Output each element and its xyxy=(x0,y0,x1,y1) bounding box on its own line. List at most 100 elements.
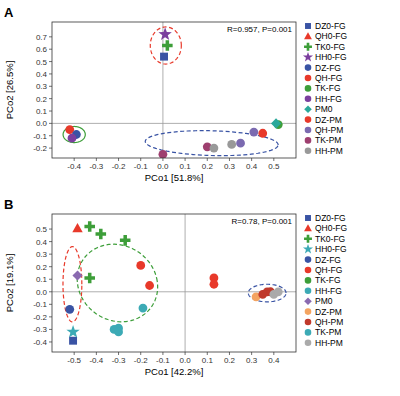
y-tick xyxy=(49,279,52,280)
legend-marker xyxy=(305,95,312,102)
y-tick-label: 0.0 xyxy=(36,119,48,128)
legend-marker xyxy=(304,224,312,231)
x-tick-label: 0.5 xyxy=(268,162,280,171)
y-tick-label: 0.1 xyxy=(36,275,48,284)
plot-area xyxy=(52,214,296,352)
x-tick-label: 0.0 xyxy=(180,356,192,365)
panel: -0.4-0.3-0.2-0.10.00.10.20.30.40.5-0.2-0… xyxy=(4,5,347,183)
legend-label: HH-FG xyxy=(315,94,342,104)
point xyxy=(210,144,219,153)
x-tick-label: -0.1 xyxy=(156,356,170,365)
panel-title: A xyxy=(4,5,14,20)
x-tick xyxy=(251,352,252,355)
point xyxy=(236,139,245,148)
y-axis-label: PCo2 [19.1%] xyxy=(4,254,15,313)
y-tick-label: 0.3 xyxy=(36,250,48,259)
x-tick-label: -0.1 xyxy=(134,162,148,171)
y-tick xyxy=(49,341,52,342)
legend-marker xyxy=(305,116,312,123)
legend-marker xyxy=(305,147,312,154)
y-tick xyxy=(49,266,52,267)
x-tick xyxy=(96,352,97,355)
x-tick xyxy=(74,158,75,161)
x-axis-label: PCo1 [42.2%] xyxy=(145,366,204,377)
chart: -0.4-0.3-0.2-0.10.00.10.20.30.40.5-0.2-0… xyxy=(0,0,400,396)
legend-label: TK-PM xyxy=(315,327,341,337)
y-axis-label: PCo2 [26.5%] xyxy=(4,61,15,120)
x-tick-label: -0.3 xyxy=(112,356,126,365)
plot-frame xyxy=(52,22,296,158)
point xyxy=(160,53,168,61)
x-tick xyxy=(74,352,75,355)
legend-label: QH-FG xyxy=(315,265,342,275)
x-tick-label: 0.4 xyxy=(246,162,258,171)
legend-label: TK-FG xyxy=(315,83,341,93)
y-tick xyxy=(49,123,52,124)
legend-marker xyxy=(305,277,312,284)
point xyxy=(136,261,145,270)
legend-label: QH0-FG xyxy=(315,31,347,41)
legend-label: TK-PM xyxy=(315,135,341,145)
point xyxy=(72,270,82,280)
y-tick-label: 0.3 xyxy=(36,82,48,91)
y-tick xyxy=(49,111,52,112)
y-tick xyxy=(49,86,52,87)
y-tick xyxy=(49,61,52,62)
y-tick-label: 0.6 xyxy=(36,45,48,54)
legend-marker xyxy=(305,23,311,29)
y-tick xyxy=(49,291,52,292)
x-tick-label: 0.4 xyxy=(268,356,280,365)
y-tick-label: -0.1 xyxy=(33,300,47,309)
y-tick-label: 0.0 xyxy=(36,288,48,297)
y-tick xyxy=(49,229,52,230)
x-tick xyxy=(273,158,274,161)
legend-label: DZ0-FG xyxy=(315,21,346,31)
y-tick-label: 0.4 xyxy=(36,238,48,247)
legend-label: TK0-FG xyxy=(315,42,345,52)
legend-label: HH-FG xyxy=(315,286,342,296)
legend-marker xyxy=(305,75,312,82)
point xyxy=(84,273,95,284)
legend-label: DZ-PM xyxy=(315,115,342,125)
legend-label: HH0-FG xyxy=(315,52,347,62)
plot-frame xyxy=(52,214,296,352)
x-tick-label: 0.3 xyxy=(224,162,236,171)
y-tick xyxy=(49,316,52,317)
x-tick-label: 0.1 xyxy=(202,356,214,365)
y-tick xyxy=(49,329,52,330)
legend-label: PM0 xyxy=(315,104,333,114)
panel: -0.5-0.4-0.3-0.2-0.10.00.10.20.30.4-0.4-… xyxy=(4,197,347,377)
point xyxy=(158,27,171,40)
x-tick xyxy=(229,352,230,355)
legend: DZ0-FGQH0-FGTK0-FGHH0-FGDZ-FGQH-FGTK-FGH… xyxy=(303,21,347,156)
legend-label: DZ-FG xyxy=(315,255,341,265)
point xyxy=(120,235,131,246)
point xyxy=(72,223,82,232)
ellipse xyxy=(150,27,181,64)
x-tick xyxy=(251,158,252,161)
zero-line xyxy=(185,214,186,352)
point xyxy=(65,305,74,314)
x-tick xyxy=(185,158,186,161)
x-tick xyxy=(185,352,186,355)
y-tick-label: 0.5 xyxy=(36,58,48,67)
x-tick xyxy=(207,158,208,161)
legend-marker xyxy=(304,105,312,113)
legend-marker xyxy=(305,215,311,221)
x-axis-label: PCo1 [51.8%] xyxy=(145,172,204,183)
point xyxy=(68,134,77,143)
legend-marker xyxy=(305,287,312,294)
legend-label: QH-PM xyxy=(315,125,343,135)
panel-title: B xyxy=(4,197,13,212)
y-tick xyxy=(49,135,52,136)
point xyxy=(271,118,281,128)
y-tick xyxy=(49,241,52,242)
x-tick xyxy=(96,158,97,161)
point xyxy=(84,221,95,232)
x-tick xyxy=(207,352,208,355)
point xyxy=(210,280,219,289)
legend-marker xyxy=(305,127,312,134)
y-tick-label: 0.4 xyxy=(36,70,48,79)
legend-marker xyxy=(305,85,312,92)
y-tick-label: -0.2 xyxy=(33,313,47,322)
